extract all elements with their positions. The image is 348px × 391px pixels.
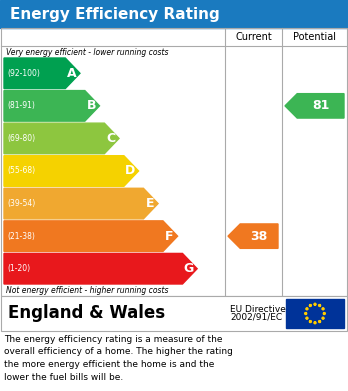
Polygon shape <box>4 91 100 121</box>
Bar <box>1 296 347 331</box>
Polygon shape <box>309 320 312 323</box>
Polygon shape <box>4 221 177 251</box>
Text: E: E <box>145 197 154 210</box>
Polygon shape <box>322 308 324 310</box>
Text: (69-80): (69-80) <box>7 134 35 143</box>
Bar <box>1 28 347 296</box>
Polygon shape <box>4 253 197 284</box>
Text: Very energy efficient - lower running costs: Very energy efficient - lower running co… <box>6 48 168 57</box>
Text: EU Directive: EU Directive <box>230 305 286 314</box>
Text: Energy Efficiency Rating: Energy Efficiency Rating <box>10 7 220 22</box>
Text: England & Wales: England & Wales <box>8 305 165 323</box>
Text: (21-38): (21-38) <box>7 231 35 240</box>
Text: D: D <box>125 165 135 178</box>
Polygon shape <box>4 188 158 219</box>
Polygon shape <box>323 312 326 315</box>
Polygon shape <box>309 304 312 307</box>
Polygon shape <box>304 312 307 315</box>
Polygon shape <box>314 303 316 306</box>
Text: (81-91): (81-91) <box>7 101 35 110</box>
Text: The energy efficiency rating is a measure of the
overall efficiency of a home. T: The energy efficiency rating is a measur… <box>4 335 233 382</box>
Bar <box>0 0 348 28</box>
Text: (55-68): (55-68) <box>7 167 35 176</box>
Text: Current: Current <box>235 32 272 42</box>
Text: 81: 81 <box>312 99 329 112</box>
Polygon shape <box>314 322 316 324</box>
Text: Not energy efficient - higher running costs: Not energy efficient - higher running co… <box>6 286 168 295</box>
Text: B: B <box>86 99 96 112</box>
Polygon shape <box>306 317 308 319</box>
Text: A: A <box>67 67 77 80</box>
Polygon shape <box>322 317 324 319</box>
Text: C: C <box>106 132 115 145</box>
Polygon shape <box>228 224 278 248</box>
Polygon shape <box>285 93 344 118</box>
Text: (92-100): (92-100) <box>7 69 40 78</box>
Text: (39-54): (39-54) <box>7 199 35 208</box>
Polygon shape <box>4 58 80 89</box>
Text: (1-20): (1-20) <box>7 264 30 273</box>
Polygon shape <box>4 123 119 154</box>
Text: 2002/91/EC: 2002/91/EC <box>230 313 282 322</box>
Text: G: G <box>184 262 194 275</box>
Text: 38: 38 <box>251 230 268 243</box>
Text: Potential: Potential <box>293 32 336 42</box>
Text: F: F <box>165 230 174 243</box>
Polygon shape <box>306 308 308 310</box>
Polygon shape <box>318 320 321 323</box>
Polygon shape <box>318 304 321 307</box>
Bar <box>286 299 344 328</box>
Polygon shape <box>4 156 139 186</box>
